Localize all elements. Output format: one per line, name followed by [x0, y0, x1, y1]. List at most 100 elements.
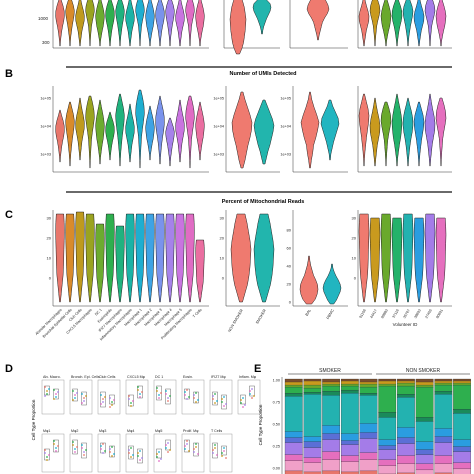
point — [193, 448, 195, 450]
facet-frame — [237, 379, 261, 415]
facet-frame — [153, 433, 177, 473]
stack-segment — [322, 383, 341, 387]
stack-segment — [340, 461, 359, 473]
violin — [229, 0, 247, 55]
stack-segment — [378, 385, 397, 413]
violin — [195, 239, 205, 303]
violin — [402, 97, 414, 167]
violin — [85, 0, 95, 47]
point — [109, 451, 111, 453]
x-tick-label: 35767 — [402, 309, 410, 320]
point — [57, 445, 59, 447]
tick-label: 0.75 — [273, 401, 280, 405]
tick-label: 1e+05 — [40, 97, 51, 101]
point — [195, 392, 197, 394]
stack-segment — [453, 378, 471, 382]
violin — [252, 0, 272, 35]
point — [169, 395, 171, 397]
tick-label: 80 — [287, 228, 292, 233]
point — [81, 447, 83, 449]
tick-label: 40 — [287, 264, 292, 269]
stack-segment — [340, 389, 359, 394]
tick-label: 30 — [352, 216, 357, 221]
point — [44, 452, 46, 454]
violin — [380, 101, 392, 167]
violin — [435, 97, 447, 167]
point — [100, 448, 102, 450]
violin — [253, 99, 275, 165]
stack-segment — [397, 437, 415, 444]
tick-label: 20 — [287, 282, 292, 287]
point — [111, 401, 113, 403]
stack-segment — [378, 445, 397, 451]
stack-segment — [434, 382, 453, 386]
x-axis-title: Volunteer ID — [393, 322, 419, 327]
stack-segment — [453, 439, 471, 447]
stack-segment — [453, 413, 471, 440]
point — [139, 450, 141, 452]
stack-segment — [340, 471, 359, 474]
point — [212, 398, 214, 400]
violin — [175, 0, 185, 47]
stack-segment — [434, 380, 453, 384]
stack-segment — [397, 385, 415, 395]
tick-label: 0 — [354, 276, 357, 281]
point — [160, 458, 162, 460]
group-label-nonsmoker: NON SMOKER — [406, 368, 441, 374]
point — [212, 449, 214, 451]
point — [74, 448, 76, 450]
point — [156, 456, 158, 458]
violin — [95, 99, 105, 165]
facet-title: DC 1 — [155, 375, 163, 379]
point — [221, 455, 223, 457]
panel-d-boxplots: Alv. Macro. Bronch. Epi. Cells Club Cells C… — [41, 375, 261, 473]
point — [139, 459, 141, 461]
point — [223, 447, 225, 449]
point — [109, 397, 111, 399]
point — [165, 393, 167, 395]
violin — [358, 0, 370, 47]
stack-segment — [303, 387, 322, 393]
violin — [55, 0, 65, 47]
point — [74, 451, 76, 453]
point — [113, 453, 115, 455]
violin — [55, 213, 65, 303]
violin — [299, 255, 319, 305]
x-tick-label: SMOKER — [255, 308, 267, 324]
stack-segment — [415, 421, 434, 442]
point — [167, 442, 169, 444]
stack-segment — [322, 433, 341, 440]
point — [249, 393, 251, 395]
stack-segment — [284, 460, 303, 472]
panel-b-title: Number of UMIs Detected — [230, 71, 297, 77]
tick-label: 1e+03 — [40, 153, 51, 157]
tick-label: 0.00 — [273, 467, 280, 471]
point — [111, 446, 113, 448]
violin — [402, 213, 414, 303]
stack-segment — [284, 393, 303, 397]
stack-segment — [434, 378, 453, 382]
violin — [145, 0, 155, 47]
point — [186, 443, 188, 445]
point — [102, 401, 104, 403]
point — [212, 452, 214, 454]
point — [184, 394, 186, 396]
violin — [95, 223, 105, 303]
violin — [369, 217, 381, 303]
point — [130, 405, 132, 407]
point — [251, 388, 253, 390]
stack-segment — [284, 396, 303, 432]
stack-segment — [434, 436, 453, 443]
violin — [300, 91, 320, 169]
point — [104, 396, 106, 398]
violin — [105, 111, 115, 161]
facet-title: CXCL5 Mφ — [127, 375, 146, 379]
stack-segment — [415, 384, 434, 388]
point — [46, 456, 48, 458]
point — [76, 446, 78, 448]
point — [53, 443, 55, 445]
stack-segment — [359, 432, 378, 439]
stack-segment — [303, 447, 322, 459]
point — [167, 397, 169, 399]
